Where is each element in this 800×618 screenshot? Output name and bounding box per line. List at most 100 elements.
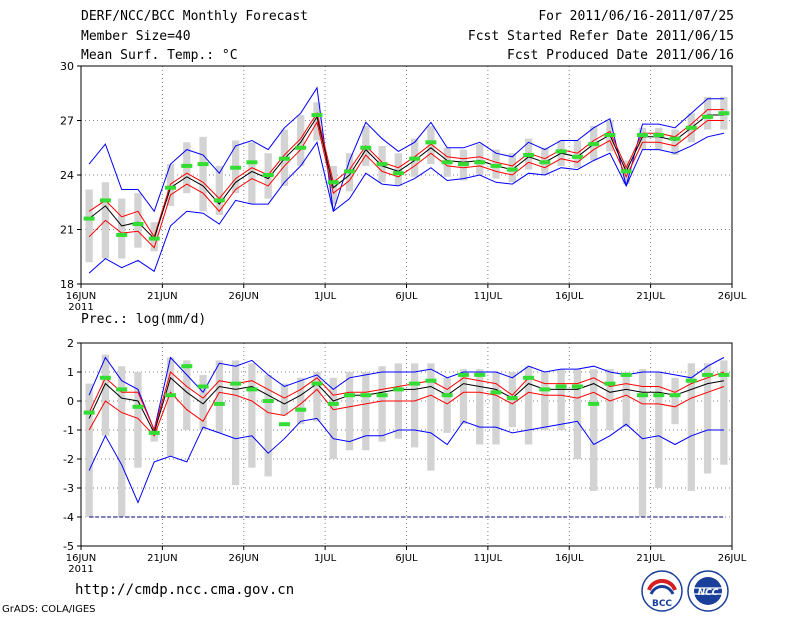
temp-xtick-label: 21JUN [147, 291, 177, 302]
prec-marker [246, 387, 258, 392]
source-url[interactable]: http://cmdp.ncc.cma.gov.cn [75, 582, 295, 598]
temp-xtick-label: 26JUN [229, 291, 259, 302]
prec-spread-box [215, 360, 223, 433]
prec-ytick-label: 1 [67, 366, 74, 379]
prec-spread-box [378, 366, 386, 442]
prec-spread-box [231, 360, 240, 486]
prec-xtick-label: 26JUL [718, 553, 747, 564]
prec-spread-box [606, 369, 614, 430]
temp-xtick-label: 6JUL [395, 291, 418, 302]
prec-xtick-label: 16JUN [66, 553, 96, 564]
prec-spread-box [557, 369, 565, 430]
prec-marker [457, 372, 469, 377]
prec-spread-box [655, 372, 663, 488]
temp-marker [718, 111, 730, 116]
prec-spread-box [118, 366, 126, 517]
prec-ytick-label: 0 [67, 395, 74, 408]
temp-marker [685, 125, 697, 130]
prec-marker [539, 387, 551, 392]
temp-marker [148, 236, 160, 241]
prec-spread-box [362, 372, 370, 451]
prec-marker [685, 378, 697, 383]
prec-marker [669, 393, 681, 398]
prec-spread-box [622, 372, 630, 428]
temp-spread-box [638, 127, 647, 150]
prec-spread-box [687, 363, 695, 491]
temp-spread-box [215, 165, 223, 215]
prec-spread-box [590, 369, 598, 491]
temp-marker [246, 160, 258, 165]
prec-spread-box [720, 360, 728, 465]
prec-marker [311, 381, 323, 386]
prec-spread-box [541, 372, 549, 430]
temp-marker [213, 198, 225, 203]
member-size-label: Member Size=40 [81, 29, 191, 44]
prec-ytick-label: -2 [63, 453, 74, 466]
temp-xtick-label: 26JUL [718, 291, 747, 302]
temp-marker [132, 222, 144, 227]
temp-marker [425, 140, 437, 145]
prec-marker [702, 372, 714, 377]
prec-xtick-year: 2011 [68, 564, 93, 575]
temp-marker [490, 163, 502, 168]
temp-spread-box [199, 136, 207, 212]
temp-marker [457, 162, 469, 167]
temp-spread-box [427, 125, 435, 165]
temp-marker [571, 154, 583, 159]
temp-spread-box [248, 142, 256, 205]
grads-credit: GrADS: COLA/IGES [2, 604, 96, 615]
prec-marker [392, 387, 404, 392]
temp-spread-box [655, 127, 663, 150]
prec-spread-box [134, 372, 142, 468]
prec-marker [718, 372, 730, 377]
prec-spread-box [638, 369, 647, 517]
temp-xtick-label: 16JUN [66, 291, 96, 302]
temp-marker [327, 180, 339, 185]
temp-spread-box [671, 129, 679, 156]
temp-ytick-label: 30 [60, 60, 74, 73]
prec-xtick-label: 1JUL [314, 553, 337, 564]
prec-marker [132, 404, 144, 409]
prec-marker [213, 401, 225, 406]
prec-ytick-label: -5 [63, 540, 74, 553]
temp-ytick-label: 24 [60, 169, 74, 182]
temp-spread-box [329, 165, 337, 205]
temp-spread-box [297, 115, 305, 166]
prec-marker [83, 410, 95, 415]
bcc-logo: BCC [641, 570, 683, 612]
temp-ytick-label: 21 [60, 224, 74, 237]
prec-spread-box [264, 374, 272, 477]
prec-spread-box [476, 369, 484, 445]
temp-marker [197, 162, 209, 167]
temp-marker [230, 165, 242, 170]
temp-spread-box [118, 198, 126, 259]
prec-series-upper [88, 371, 725, 432]
prec-marker [327, 401, 339, 406]
prec-marker [181, 364, 193, 369]
prec-marker [604, 381, 616, 386]
prec-marker [620, 372, 632, 377]
temp-marker [653, 133, 665, 138]
prec-xtick-label: 6JUL [395, 553, 418, 564]
prec-spread-box [329, 377, 337, 459]
prec-xtick-label: 21JUL [636, 553, 665, 564]
prec-spread-box [183, 360, 191, 430]
temp-series-upper [88, 109, 724, 238]
svg-text:BCC: BCC [652, 599, 672, 609]
prec-marker [344, 393, 356, 398]
prec-spread-box [443, 377, 451, 433]
prec-xtick-label: 11JUL [474, 553, 503, 564]
prec-xtick-label: 16JUL [555, 553, 584, 564]
temp-marker [474, 160, 486, 165]
prec-spread-box [427, 363, 435, 471]
prec-ytick-label: -4 [63, 511, 74, 524]
prec-marker [588, 401, 600, 406]
temp-series-min [88, 132, 725, 274]
prec-xtick-label: 26JUN [229, 553, 259, 564]
temp-marker [539, 160, 551, 165]
temp-marker [636, 133, 648, 138]
prec-marker [555, 384, 567, 389]
temp-marker [116, 232, 128, 237]
prec-marker [262, 399, 274, 403]
